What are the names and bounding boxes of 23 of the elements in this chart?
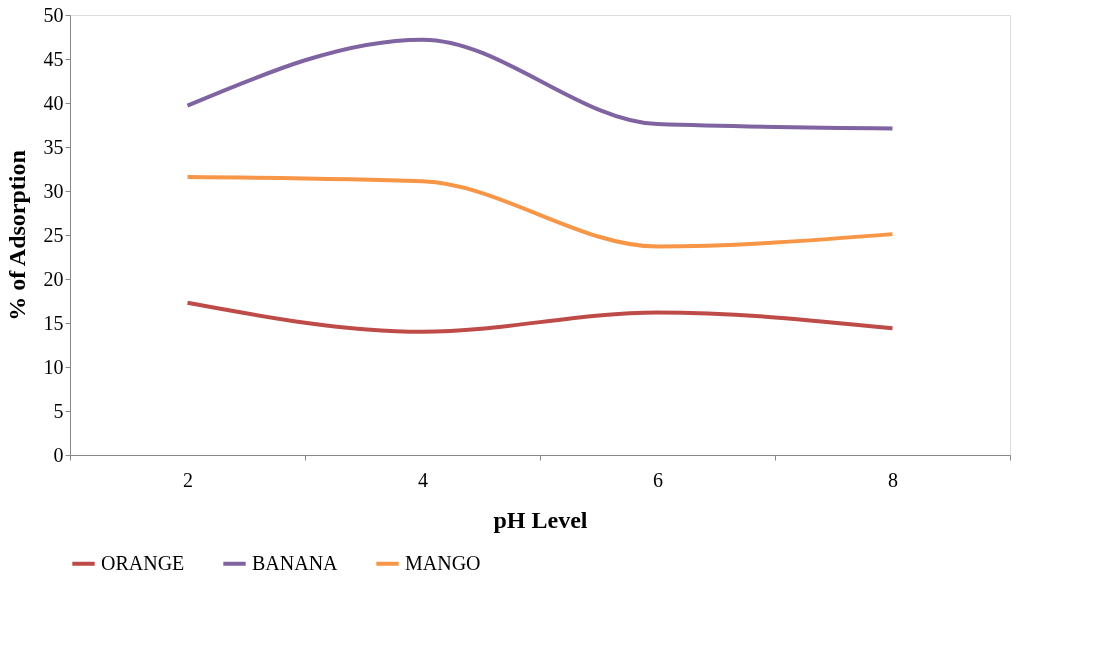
line-series <box>185 300 895 334</box>
x-tick-label: 2 <box>183 468 193 491</box>
legend-label: ORANGE <box>101 551 185 574</box>
line-series <box>185 37 895 131</box>
y-tick-label: 10 <box>43 355 64 378</box>
y-tick-label: 5 <box>53 399 64 422</box>
x-tick-label: 4 <box>418 468 428 491</box>
y-tick-label: 50 <box>43 3 64 26</box>
y-tick-label: 15 <box>43 311 64 334</box>
y-tick-label: 25 <box>43 223 64 246</box>
y-axis-title: % of Adsorption <box>3 150 30 321</box>
line-series <box>185 174 895 249</box>
y-tick-label: 35 <box>43 135 64 158</box>
x-axis-title: pH Level <box>493 506 588 533</box>
y-tick-label: 0 <box>53 443 64 466</box>
y-tick-label: 40 <box>43 91 64 114</box>
legend-label: BANANA <box>252 551 339 574</box>
y-tick-label: 20 <box>43 267 64 290</box>
y-tick-label: 30 <box>43 179 64 202</box>
y-tick-label: 45 <box>43 47 64 70</box>
x-tick-label: 8 <box>888 468 898 491</box>
legend-label: MANGO <box>405 551 481 574</box>
x-tick-label: 6 <box>653 468 663 491</box>
